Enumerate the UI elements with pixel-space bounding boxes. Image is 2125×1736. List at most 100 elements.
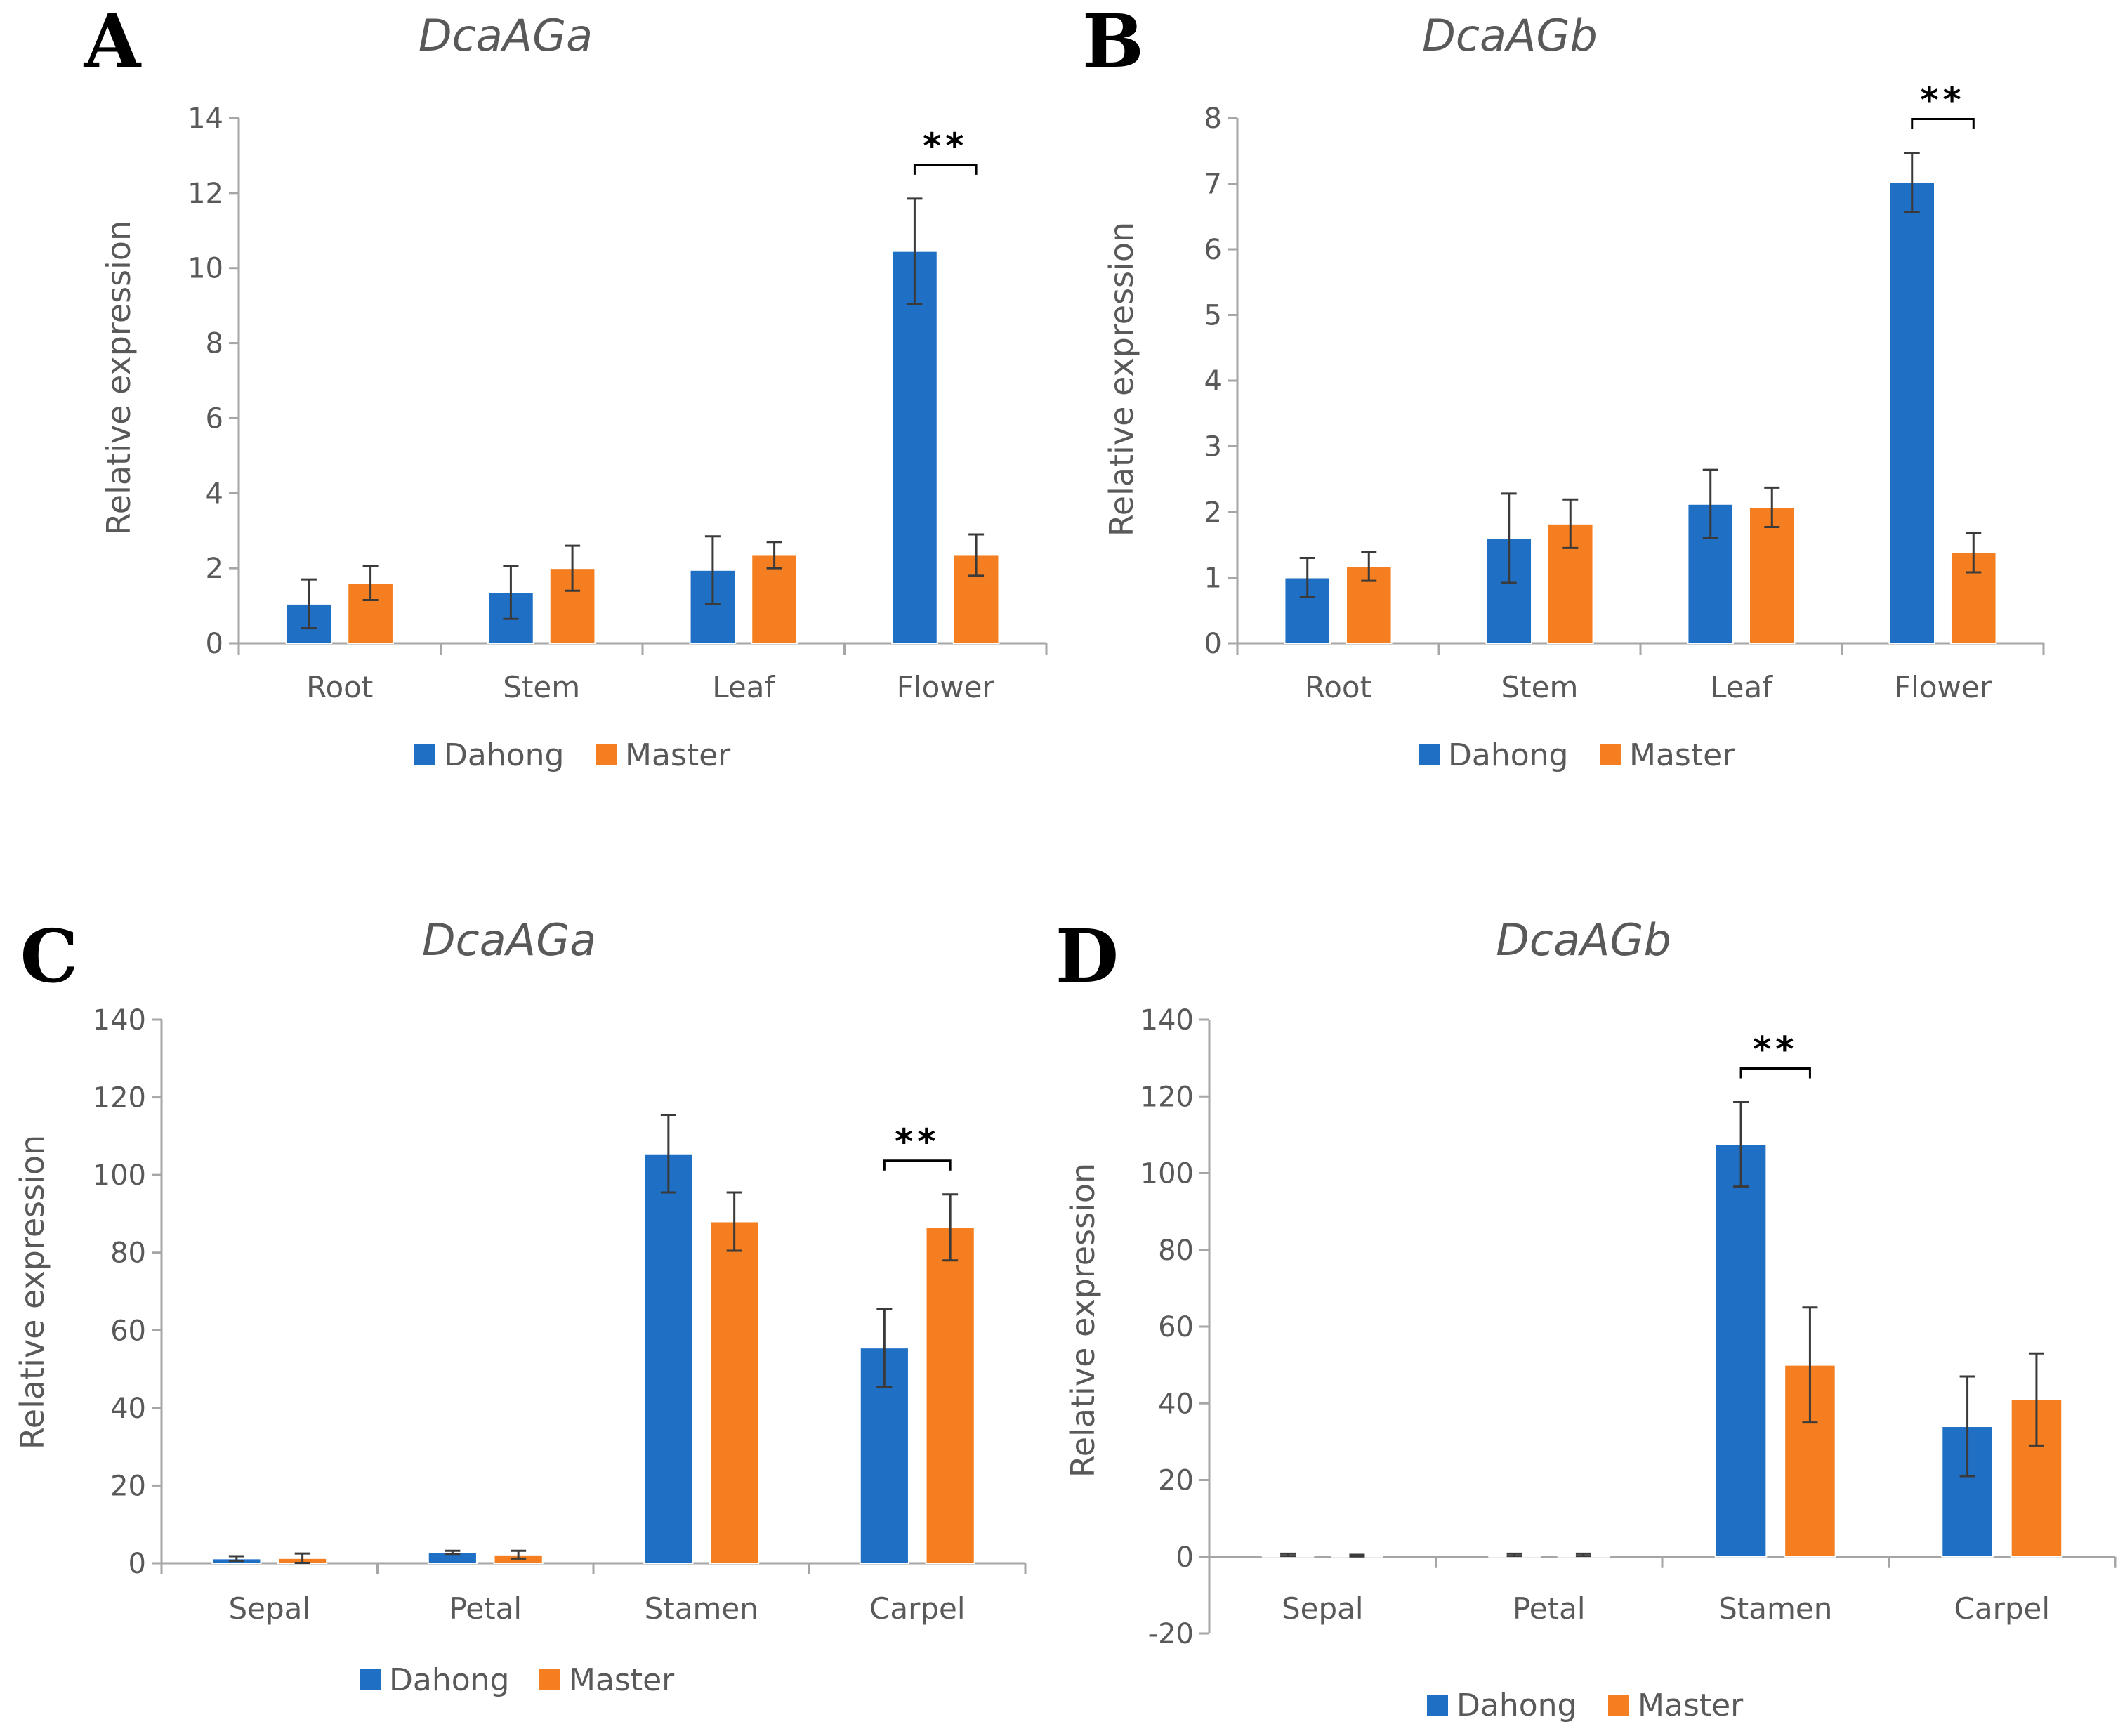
y-tick-label: 6 (1204, 234, 1222, 266)
y-tick-label: 0 (206, 628, 223, 660)
legend-swatch-dahong (360, 1669, 381, 1690)
significance-bracket (1911, 118, 1975, 129)
y-tick-label: 80 (1158, 1235, 1194, 1267)
bar-dahong (1888, 181, 1936, 644)
panel-letter: B (1082, 0, 1144, 84)
y-tick-label: 5 (1204, 300, 1222, 332)
category-label: Stamen (645, 1591, 758, 1626)
y-tick-label: 8 (1204, 103, 1222, 135)
legend-swatch-dahong (1427, 1695, 1448, 1716)
y-tick-label: 7 (1204, 169, 1222, 201)
chart-title: DcaAGa (419, 10, 593, 61)
y-tick-label: 40 (1158, 1388, 1194, 1420)
y-tick-label: 40 (110, 1393, 146, 1425)
chart-title: DcaAGa (422, 914, 596, 966)
y-tick-label: 140 (93, 1004, 146, 1037)
chart-panel-a: A DcaAGa 0 2 4 6 8 10 12 14 Relative expression Roo… (84, 0, 1048, 773)
bar-dahong (643, 1152, 694, 1564)
y-tick-label: 1 (1204, 563, 1222, 595)
y-tick-label: 60 (110, 1315, 146, 1347)
y-tick-label: 120 (1140, 1081, 1194, 1113)
category-label: Stem (1501, 670, 1579, 704)
significance-label: ** (923, 126, 968, 166)
significance-label: ** (1753, 1029, 1798, 1070)
category-label: Carpel (1954, 1591, 2051, 1626)
legend-label-master: Master (569, 1662, 675, 1698)
legend-label-dahong: Dahong (389, 1662, 509, 1698)
legend-label-master: Master (1629, 737, 1735, 773)
y-tick-label: 2 (206, 553, 223, 585)
y-tick-label: 120 (93, 1082, 146, 1114)
bar-master (751, 554, 798, 645)
bar-master (709, 1221, 760, 1564)
y-tick-label: 8 (206, 328, 223, 360)
chart-title: DcaAGb (1496, 914, 1671, 966)
category-label: Flower (1894, 670, 1992, 704)
panel-letter: C (20, 913, 79, 999)
significance-bracket (883, 1159, 952, 1171)
bar-master (925, 1226, 975, 1564)
y-axis-title: Relative expression (13, 1135, 51, 1449)
legend-swatch-master (1600, 744, 1621, 765)
panel-letter: D (1055, 913, 1119, 999)
y-axis-title: Relative expression (1103, 222, 1140, 537)
category-label: Sepal (228, 1591, 310, 1626)
chart-title: DcaAGb (1422, 10, 1598, 61)
significance-bracket (913, 164, 978, 175)
y-tick-label: 2 (1204, 497, 1222, 529)
y-tick-label: 60 (1158, 1311, 1194, 1343)
chart-panel-c: C DcaAGa 0 20 40 60 80 100 120 140 Relative expres… (13, 913, 1027, 1698)
bar-master (1345, 565, 1393, 644)
y-axis-title: Relative expression (1064, 1163, 1102, 1478)
category-label: Root (1305, 670, 1371, 704)
legend-swatch-dahong (1419, 744, 1440, 765)
legend-swatch-master (539, 1669, 560, 1690)
y-tick-label: -20 (1148, 1618, 1194, 1650)
y-tick-label: 100 (1140, 1158, 1194, 1190)
legend-swatch-dahong (414, 744, 435, 765)
y-tick-label: 0 (129, 1548, 146, 1580)
y-tick-label: 140 (1140, 1004, 1194, 1037)
y-tick-label: 100 (93, 1159, 146, 1192)
significance-label: ** (895, 1122, 940, 1162)
category-label: Root (306, 670, 373, 704)
bar-dahong (1714, 1143, 1768, 1558)
y-tick-label: 3 (1204, 431, 1222, 463)
chart-panel-b: B DcaAGb 0 1 2 3 4 5 6 7 8 Relative expression Root S… (1082, 0, 2045, 773)
chart-panel-d: D DcaAGb -20 0 20 40 60 80 100 120 140 Relative exp… (1055, 913, 2117, 1723)
legend-label-dahong: Dahong (1456, 1688, 1577, 1723)
y-tick-label: 0 (1204, 628, 1222, 660)
y-tick-label: 10 (188, 253, 223, 285)
bar-dahong (891, 250, 938, 644)
y-tick-label: 0 (1176, 1541, 1194, 1574)
significance-label: ** (1920, 80, 1965, 121)
legend-swatch-master (596, 744, 617, 765)
y-tick-label: 12 (188, 178, 223, 210)
legend-label-dahong: Dahong (444, 737, 564, 773)
y-tick-label: 20 (1158, 1465, 1194, 1497)
y-tick-label: 6 (206, 402, 223, 435)
category-label: Leaf (712, 670, 775, 704)
category-label: Petal (1513, 1591, 1586, 1626)
category-label: Stem (503, 670, 580, 704)
y-tick-label: 14 (188, 103, 223, 135)
y-tick-label: 80 (110, 1237, 146, 1270)
panel-letter: A (84, 0, 142, 84)
category-label: Petal (449, 1591, 522, 1626)
category-label: Sepal (1282, 1591, 1364, 1626)
y-tick-label: 4 (1204, 365, 1222, 397)
category-label: Leaf (1710, 670, 1773, 704)
legend-label-dahong: Dahong (1448, 737, 1568, 773)
y-tick-label: 4 (206, 478, 223, 510)
significance-bracket (1739, 1067, 1811, 1079)
category-label: Flower (897, 670, 995, 704)
bar-master (1748, 506, 1796, 645)
category-label: Carpel (869, 1591, 966, 1626)
legend-swatch-master (1608, 1695, 1629, 1716)
y-tick-label: 20 (110, 1470, 146, 1502)
legend-label-master: Master (1638, 1688, 1744, 1723)
category-label: Stamen (1718, 1591, 1832, 1626)
y-axis-title: Relative expression (100, 221, 138, 535)
legend-label-master: Master (625, 737, 731, 773)
